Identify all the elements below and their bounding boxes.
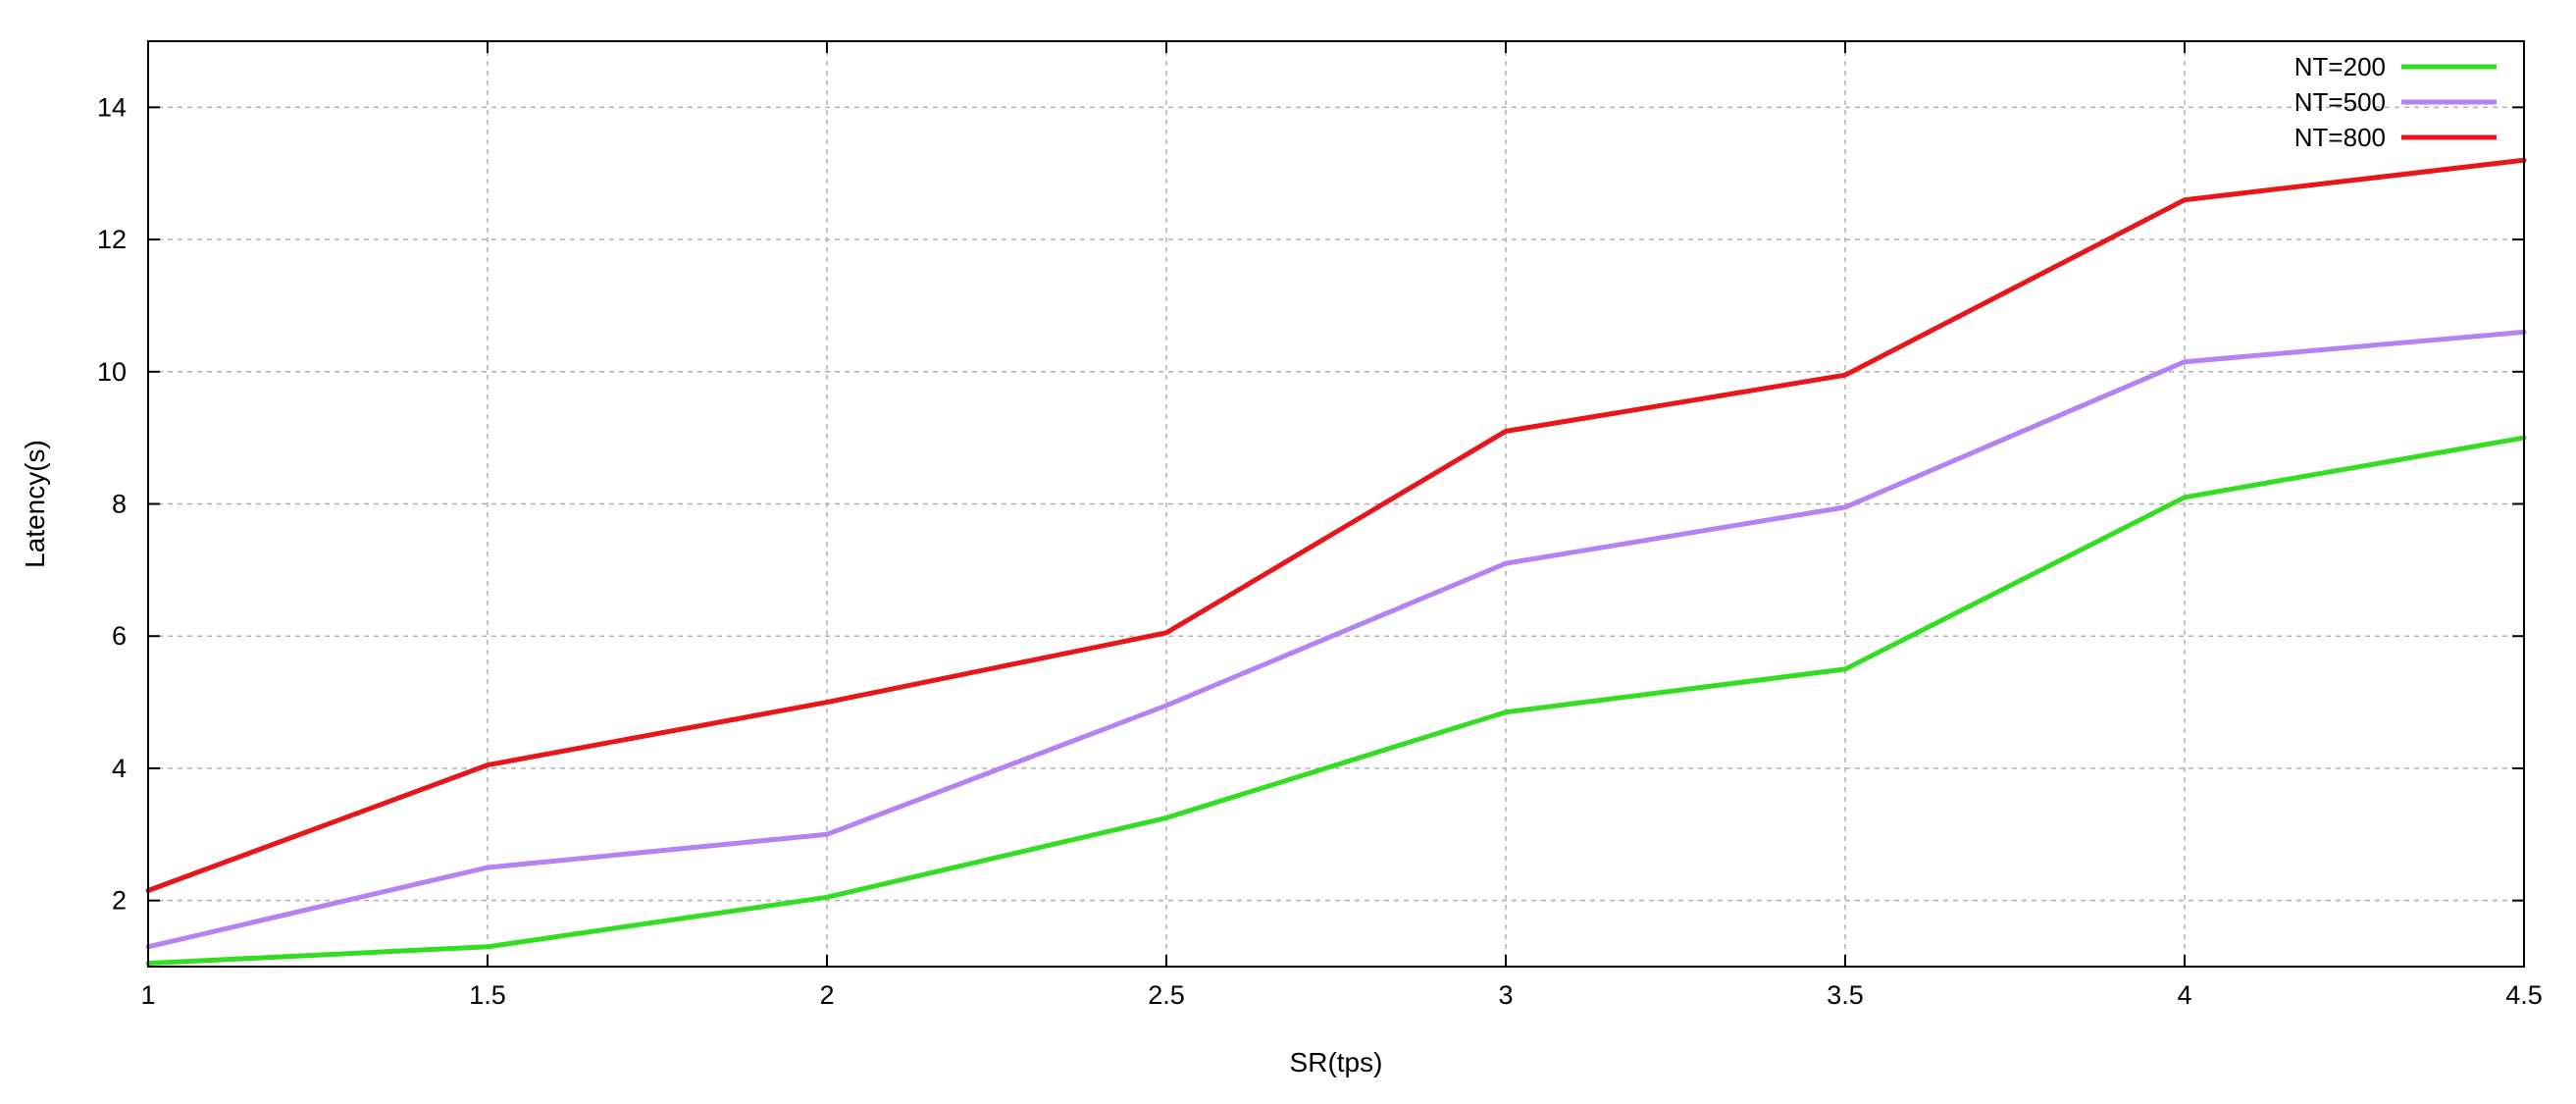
y-tick-label: 4: [112, 754, 127, 783]
plot-frame: [147, 40, 2525, 968]
x-tick-label: 4: [2177, 980, 2191, 1010]
x-tick-label: 3.5: [1827, 980, 1864, 1010]
series-line-nt-500: [145, 329, 2527, 950]
x-tick-label: 2: [819, 980, 834, 1010]
x-tick-label: 1.5: [469, 980, 506, 1010]
x-tick-label: 3: [1498, 980, 1513, 1010]
tick-label-layer: 1 1.5 2 2.5 3 3.5 4 4.5 2 4 6 8 10 12 14: [97, 92, 2543, 1010]
series-layer: [145, 157, 2527, 967]
y-tick-label: 8: [112, 490, 127, 519]
legend-item: NT=200: [2294, 52, 2497, 81]
legend-item: NT=500: [2294, 87, 2497, 117]
y-tick-label: 12: [97, 225, 127, 254]
tick-layer: [147, 41, 2525, 967]
grid-layer: [148, 41, 2524, 967]
legend-label: NT=800: [2294, 123, 2386, 152]
y-tick-label: 6: [112, 621, 127, 651]
y-axis-title: Latency(s): [20, 440, 50, 568]
x-axis-title: SR(tps): [1290, 1047, 1383, 1078]
series-line-nt-800: [145, 157, 2527, 893]
x-tick-label: 4.5: [2505, 980, 2543, 1010]
y-tick-label: 14: [97, 92, 127, 122]
legend-label: NT=200: [2294, 52, 2386, 81]
x-tick-label: 2.5: [1148, 980, 1185, 1010]
series-line-nt-200: [145, 435, 2527, 967]
x-tick-label: 1: [140, 980, 155, 1010]
legend-item: NT=800: [2294, 123, 2497, 152]
y-tick-label: 10: [97, 357, 127, 387]
legend: NT=200 NT=500 NT=800: [2294, 52, 2497, 152]
legend-label: NT=500: [2294, 87, 2386, 117]
y-tick-label: 2: [112, 886, 127, 916]
